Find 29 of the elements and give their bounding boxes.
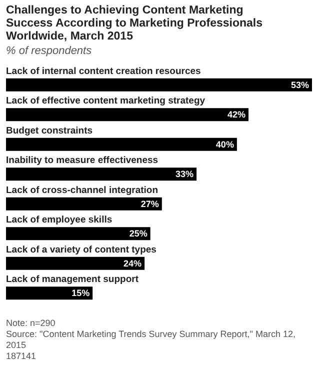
data-label: 27%: [140, 198, 159, 209]
y-tick-label: Budget constraints: [6, 125, 93, 136]
source-note: Source: "Content Marketing Trends Survey Summary Report," March 12, 2015: [6, 329, 297, 351]
bar: [6, 108, 248, 122]
y-tick-label: Lack of cross-channel integration: [6, 184, 158, 196]
data-label: 15%: [72, 288, 90, 298]
y-tick-label: Lack of employee skills: [6, 214, 112, 226]
y-tick-label: Lack of effective content marketing strategy: [6, 96, 206, 107]
y-tick-label: Lack of a variety of content types: [6, 244, 156, 256]
data-label: 42%: [227, 110, 246, 120]
chart-subtitle: % of respondents: [6, 45, 92, 57]
data-label: 33%: [176, 169, 194, 180]
data-label: 24%: [124, 258, 142, 268]
bar: [6, 78, 312, 92]
chart-title: Challenges to Achieving Content Marketing Success According to Marketing Professionals Worldwide, March 2015: [6, 4, 262, 42]
bar: [6, 197, 162, 210]
data-label: 25%: [129, 228, 148, 239]
bar: [6, 227, 150, 240]
text: 187141: [6, 351, 38, 362]
text: Note: n=290: [6, 318, 56, 329]
bar: [6, 256, 145, 270]
data-label: 53%: [290, 80, 309, 90]
bar: [6, 138, 237, 151]
y-tick-label: Lack of internal content creation resources: [6, 66, 201, 77]
data-label: 40%: [216, 139, 234, 150]
y-tick-label: Inability to measure effectiveness: [6, 155, 158, 166]
y-tick-label: Lack of management support: [6, 274, 140, 286]
bar: [6, 286, 93, 300]
bar: [6, 168, 197, 181]
